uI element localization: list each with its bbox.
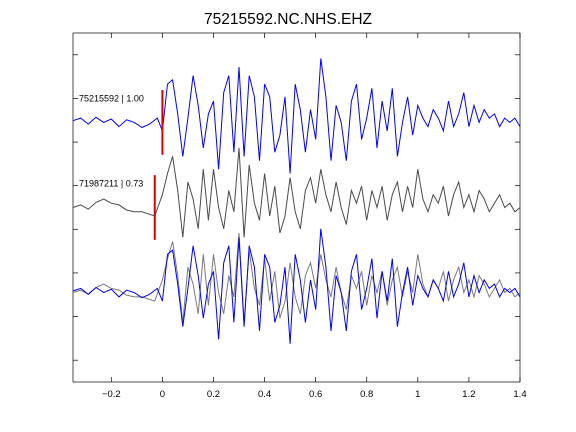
traces-group — [72, 58, 521, 344]
trace-71987211-line — [72, 147, 521, 238]
x-tick-label: 0.6 — [309, 389, 322, 400]
trace-75215592-line — [72, 58, 521, 174]
trace-labels-group: 75215592 | 1.00 71987211 | 0.73 — [79, 93, 144, 188]
x-tick-label: 1 — [415, 389, 420, 400]
x-tick-label: −0.2 — [102, 389, 121, 400]
x-tick-label: 0.8 — [360, 389, 373, 400]
x-tick-label: 0.4 — [258, 389, 271, 400]
chart-title: 75215592.NC.NHS.EHZ — [204, 11, 372, 28]
x-tick-label: 0.2 — [207, 389, 220, 400]
overlay-trace-71987211-line — [72, 232, 521, 323]
trace-label: 75215592 | 1.00 — [79, 93, 144, 103]
x-axis: −0.2 0 0.2 0.4 0.6 0.8 1 1.2 1.4 — [102, 33, 527, 400]
x-tick-label: 1.2 — [462, 389, 475, 400]
y-axis — [73, 54, 520, 361]
x-tick-label: 0 — [160, 389, 165, 400]
trace-label: 71987211 | 0.73 — [79, 179, 143, 189]
overlay-trace-75215592-line — [72, 228, 521, 344]
x-tick-label: 1.4 — [513, 389, 526, 400]
